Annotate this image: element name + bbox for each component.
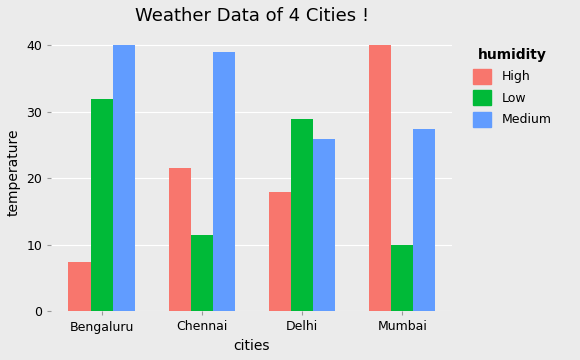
Bar (369, 45, 392, 311)
Bar (191, 235, 213, 311)
Bar (291, 118, 313, 311)
Bar (313, 139, 335, 311)
Legend: High, Low, Medium: High, Low, Medium (463, 38, 561, 137)
Bar (68, 262, 90, 311)
Bar (90, 99, 113, 311)
Bar (392, 245, 414, 311)
Bar (169, 168, 191, 311)
Bar (269, 192, 291, 311)
Bar (414, 129, 436, 311)
Bar (213, 52, 235, 311)
Title: Weather Data of 4 Cities !: Weather Data of 4 Cities ! (135, 7, 369, 25)
X-axis label: cities: cities (234, 339, 270, 353)
Y-axis label: temperature: temperature (7, 128, 21, 216)
Bar (113, 45, 135, 311)
